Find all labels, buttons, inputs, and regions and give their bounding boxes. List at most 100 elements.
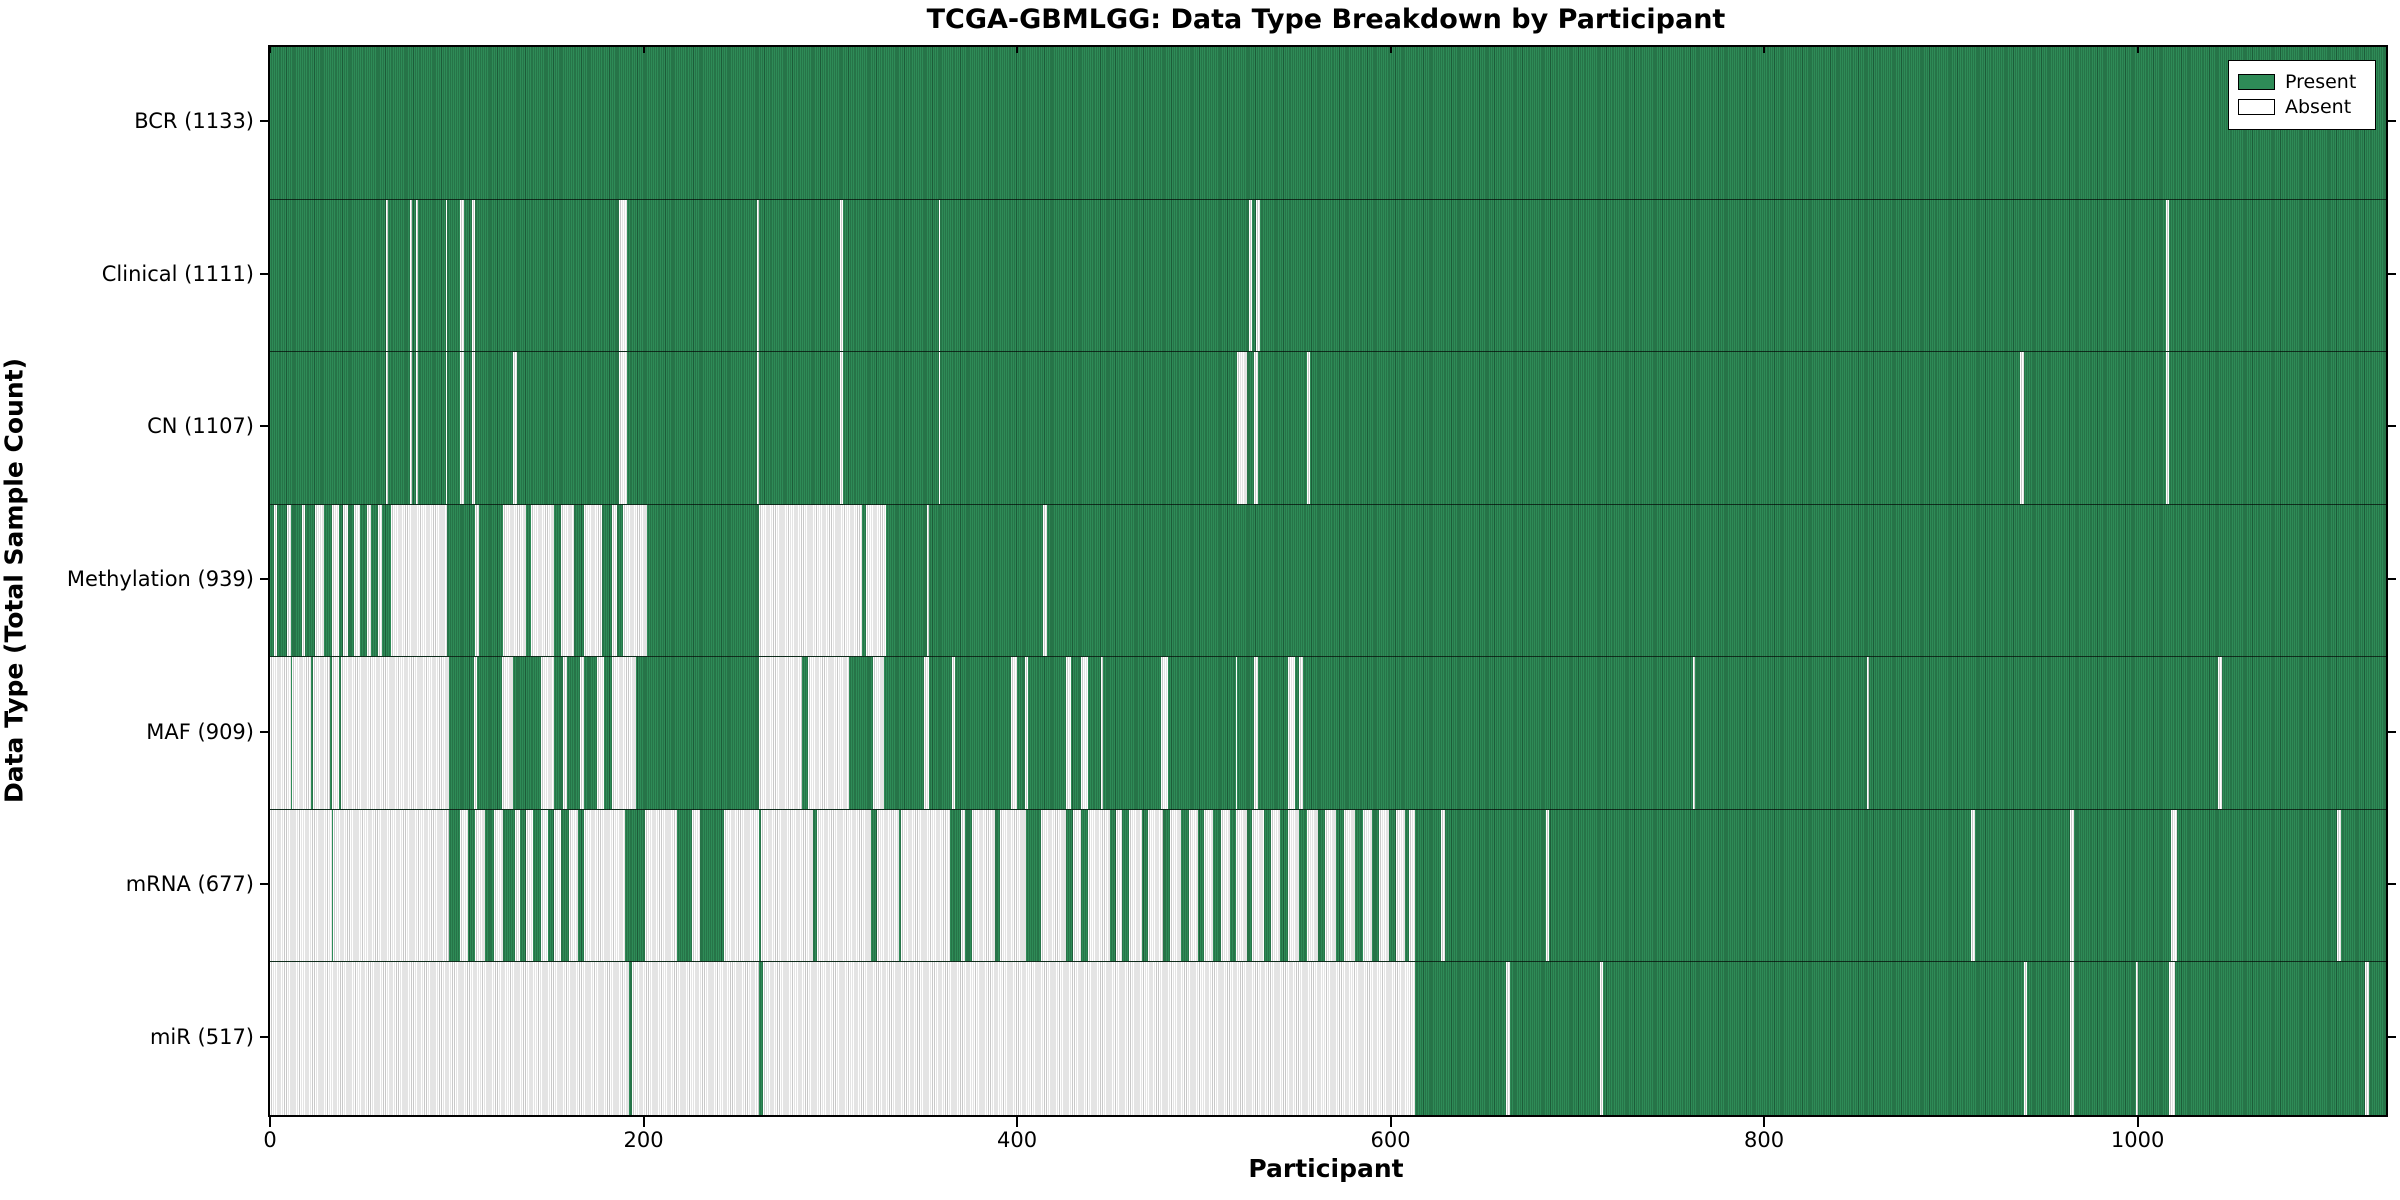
absent-run: [378, 504, 383, 657]
absent-run: [1073, 809, 1081, 962]
absent-run: [645, 809, 678, 962]
absent-run: [391, 504, 448, 657]
absent-run: [270, 809, 332, 962]
absent-run: [1160, 657, 1169, 809]
x-tick-label-800: 800: [1744, 1128, 1785, 1152]
absent-run: [1693, 657, 1695, 809]
absent-run: [1343, 809, 1356, 962]
absent-run: [292, 657, 312, 809]
absent-run: [501, 657, 513, 809]
absent-run: [961, 809, 965, 962]
absent-run: [1306, 809, 1318, 962]
legend-present-swatch: [2238, 74, 2275, 90]
absent-run: [583, 809, 625, 962]
absent-run: [1116, 809, 1122, 962]
absent-run: [410, 352, 412, 504]
absent-run: [723, 809, 760, 962]
absent-run: [817, 809, 872, 962]
absent-run: [1170, 809, 1182, 962]
absent-run: [286, 504, 291, 657]
absent-run: [938, 199, 941, 352]
absent-run: [301, 504, 306, 657]
absent-run: [873, 657, 885, 809]
right-tick: [2388, 1035, 2396, 1038]
absent-run: [367, 504, 371, 657]
right-tick: [2388, 272, 2396, 275]
absent-run: [410, 199, 412, 352]
absent-run: [876, 809, 900, 962]
absent-run: [471, 352, 476, 504]
absent-run: [1065, 657, 1072, 809]
left-tick: [260, 730, 268, 733]
absent-run: [514, 809, 521, 962]
absent-run: [561, 504, 575, 657]
plot-area: Present Absent: [268, 45, 2388, 1117]
absent-run: [553, 809, 562, 962]
absent-run: [1271, 809, 1281, 962]
absent-run: [2070, 809, 2075, 962]
absent-run: [1306, 352, 1311, 504]
x-tick-bottom: [2136, 1117, 2139, 1127]
absent-run: [2171, 809, 2177, 962]
legend: Present Absent: [2228, 60, 2376, 130]
x-tick-bottom: [642, 1117, 645, 1127]
matrix-row-cn: [270, 352, 2386, 505]
absent-run: [938, 352, 941, 504]
absent-run: [540, 809, 549, 962]
x-tick-label-400: 400: [996, 1128, 1038, 1152]
absent-run: [1506, 962, 1511, 1115]
x-tick-top: [2136, 47, 2139, 53]
absent-run: [270, 657, 291, 809]
right-tick: [2388, 578, 2396, 580]
absent-run: [2365, 962, 2370, 1115]
absent-run: [759, 504, 863, 657]
absent-run: [1203, 809, 1214, 962]
x-tick-top: [1016, 47, 1019, 53]
absent-run: [2165, 199, 2170, 352]
absent-run: [2169, 962, 2175, 1115]
absent-run: [525, 809, 534, 962]
matrix-row-mir: [270, 962, 2386, 1115]
absent-run: [415, 352, 418, 504]
absent-run: [312, 657, 330, 809]
absent-run: [1041, 809, 1066, 962]
absent-run: [1248, 199, 1253, 352]
absent-run: [1362, 809, 1372, 962]
absent-run: [1043, 504, 1047, 657]
absent-run: [1599, 962, 1604, 1115]
absent-run: [445, 352, 448, 504]
absent-run: [1379, 809, 1389, 962]
matrix-row-clinical: [270, 199, 2386, 353]
absent-run: [757, 352, 760, 504]
absent-run: [951, 657, 956, 809]
left-tick: [260, 883, 268, 886]
absent-run: [568, 809, 579, 962]
left-tick: [260, 120, 268, 123]
absent-run: [2165, 352, 2170, 504]
absent-run: [460, 809, 468, 962]
absent-run: [865, 504, 887, 657]
absent-run: [563, 657, 567, 809]
absent-run: [331, 657, 340, 809]
x-tick-bottom: [1389, 1117, 1392, 1127]
absent-run: [1254, 352, 1258, 504]
absent-run: [1299, 657, 1303, 809]
absent-run: [1545, 809, 1550, 962]
absent-run: [475, 504, 480, 657]
absent-run: [1220, 809, 1230, 962]
absent-run: [596, 657, 605, 809]
left-tick: [260, 425, 268, 428]
absent-run: [972, 809, 995, 962]
absent-run: [1188, 809, 1199, 962]
absent-run: [761, 809, 814, 962]
legend-item-present: Present: [2238, 71, 2366, 93]
x-tick-top: [1763, 47, 1766, 53]
absent-run: [460, 352, 465, 504]
absent-run: [839, 199, 844, 352]
presence-matrix: [270, 47, 2386, 1115]
absent-run: [611, 657, 637, 809]
right-tick: [2388, 425, 2396, 428]
y-tick-label-clinical: Clinical (1111): [101, 261, 254, 286]
absent-run: [340, 657, 450, 809]
absent-run: [619, 352, 627, 504]
